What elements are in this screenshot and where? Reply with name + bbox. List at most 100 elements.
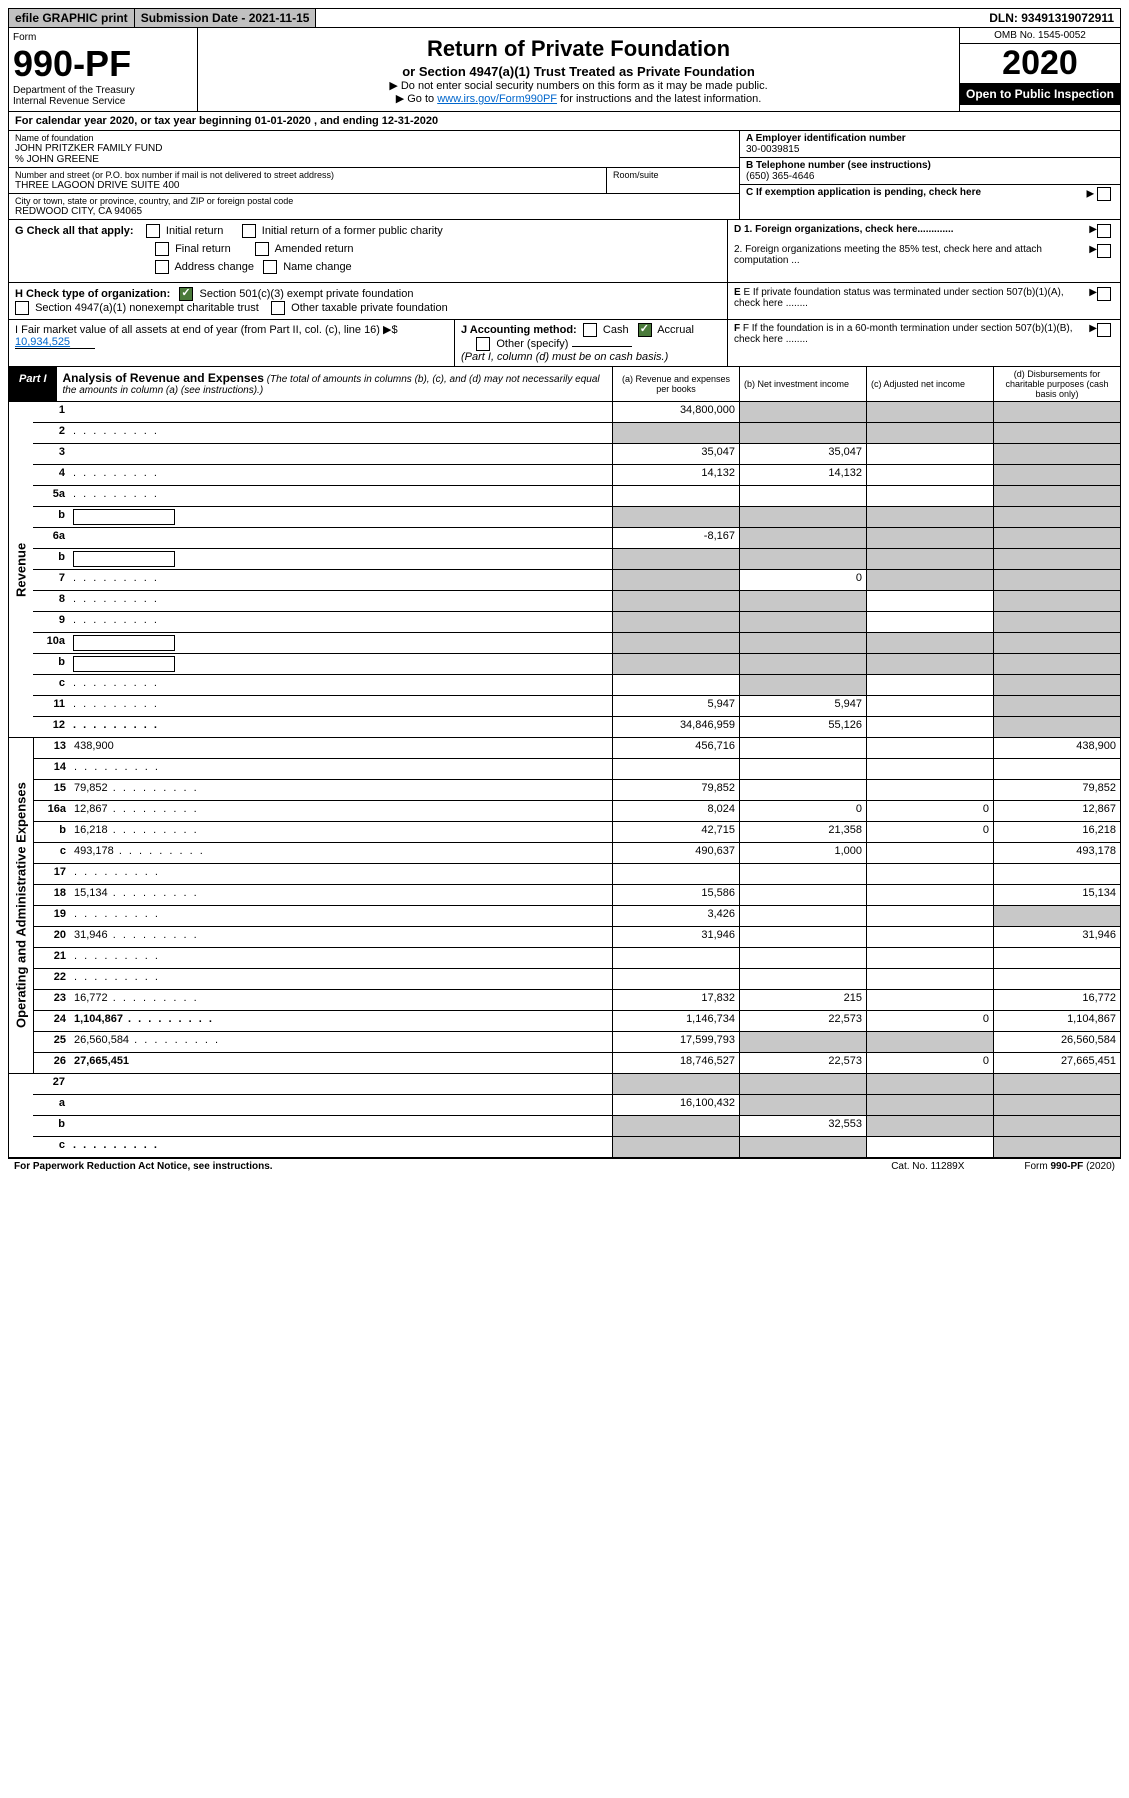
row-desc: 15,134: [70, 885, 612, 905]
row-desc: 16,218: [70, 822, 612, 842]
fmv-row: I Fair market value of all assets at end…: [8, 320, 1121, 367]
check-section-h: H Check type of organization: Section 50…: [8, 283, 1121, 320]
irs-link[interactable]: www.irs.gov/Form990PF: [437, 93, 557, 105]
instr-1: ▶ Do not enter social security numbers o…: [204, 79, 953, 92]
cell-b: 21,358: [739, 822, 866, 842]
row-number: 6a: [33, 528, 69, 548]
table-row: 6a-8,167: [33, 528, 1120, 549]
ein: 30-0039815: [746, 144, 1114, 155]
final-return-cb[interactable]: [155, 242, 169, 256]
cell-c: [866, 969, 993, 989]
cell-d: [993, 1074, 1120, 1094]
cell-c: [866, 990, 993, 1010]
table-row: 414,13214,132: [33, 465, 1120, 486]
cell-c: [866, 591, 993, 611]
d2-checkbox[interactable]: [1097, 244, 1111, 258]
other-method-checkbox[interactable]: [476, 337, 490, 351]
form-label: Form: [13, 32, 193, 43]
row-number: 23: [34, 990, 70, 1010]
row-desc: [69, 1116, 612, 1136]
fmv-value: 10,934,525: [15, 336, 95, 349]
cell-c: 0: [866, 801, 993, 821]
table-row: c: [33, 1137, 1120, 1157]
efile-print[interactable]: efile GRAPHIC print: [9, 9, 135, 27]
f-checkbox[interactable]: [1097, 323, 1111, 337]
row-number: 22: [34, 969, 70, 989]
submission-date: Submission Date - 2021-11-15: [135, 9, 317, 27]
row-number: 10a: [33, 633, 69, 653]
c-checkbox[interactable]: [1097, 187, 1111, 201]
e-checkbox[interactable]: [1097, 287, 1111, 301]
initial-return-cb[interactable]: [146, 224, 160, 238]
row-desc: [69, 612, 612, 632]
row-number: c: [33, 675, 69, 695]
cell-b: [739, 1137, 866, 1157]
d1-checkbox[interactable]: [1097, 224, 1111, 238]
d1-label: D 1. Foreign organizations, check here..…: [734, 224, 954, 235]
cell-a: 15,586: [612, 885, 739, 905]
other-taxable-checkbox[interactable]: [271, 301, 285, 315]
cell-b: [739, 654, 866, 674]
cell-a: [612, 570, 739, 590]
cell-b: 35,047: [739, 444, 866, 464]
cell-c: 0: [866, 1053, 993, 1073]
cell-d: [993, 612, 1120, 632]
cell-b: [739, 591, 866, 611]
address-change-cb[interactable]: [155, 260, 169, 274]
table-row: 13438,900456,716438,900: [34, 738, 1120, 759]
cell-b: [739, 948, 866, 968]
cell-a: 17,832: [612, 990, 739, 1010]
former-charity-cb[interactable]: [242, 224, 256, 238]
cell-d: [993, 423, 1120, 443]
cell-d: [993, 1137, 1120, 1157]
cell-a: [612, 948, 739, 968]
cell-c: 0: [866, 822, 993, 842]
row-desc: 16,772: [70, 990, 612, 1010]
row-desc: [70, 948, 612, 968]
cell-a: 34,800,000: [612, 402, 739, 422]
cell-a: [612, 612, 739, 632]
table-row: 2316,77217,83221516,772: [34, 990, 1120, 1011]
cell-d: [993, 759, 1120, 779]
cell-c: [866, 570, 993, 590]
cell-b: 215: [739, 990, 866, 1010]
name-change-cb[interactable]: [263, 260, 277, 274]
cell-a: [612, 507, 739, 527]
cell-b: [739, 675, 866, 695]
table-row: 1815,13415,58615,134: [34, 885, 1120, 906]
row-desc: 493,178: [70, 843, 612, 863]
cell-c: [866, 444, 993, 464]
row-desc: [69, 654, 612, 674]
part1-header: Part I Analysis of Revenue and Expenses …: [8, 367, 1121, 402]
table-row: 21: [34, 948, 1120, 969]
cell-a: [612, 1137, 739, 1157]
cell-d: 16,772: [993, 990, 1120, 1010]
cell-b: [739, 633, 866, 653]
row-number: c: [33, 1137, 69, 1157]
table-row: 134,800,000: [33, 402, 1120, 423]
col-b-head: (b) Net investment income: [739, 367, 866, 401]
col-d-head: (d) Disbursements for charitable purpose…: [993, 367, 1120, 401]
cash-checkbox[interactable]: [583, 323, 597, 337]
cell-d: [993, 507, 1120, 527]
cell-d: 26,560,584: [993, 1032, 1120, 1052]
4947-checkbox[interactable]: [15, 301, 29, 315]
cell-c: [866, 780, 993, 800]
cell-c: 0: [866, 1011, 993, 1031]
table-row: 1579,85279,85279,852: [34, 780, 1120, 801]
cell-d: 438,900: [993, 738, 1120, 758]
row-number: 12: [33, 717, 69, 737]
cell-c: [866, 654, 993, 674]
501c3-checkbox[interactable]: [179, 287, 193, 301]
info-grid: Name of foundation JOHN PRITZKER FAMILY …: [8, 131, 1121, 220]
table-row: 1234,846,95955,126: [33, 717, 1120, 737]
accrual-checkbox[interactable]: [638, 323, 652, 337]
g-label: G Check all that apply:: [15, 225, 134, 237]
tax-year: 2020: [960, 44, 1120, 83]
amended-return-cb[interactable]: [255, 242, 269, 256]
street-label: Number and street (or P.O. box number if…: [15, 170, 600, 180]
table-row: b: [33, 549, 1120, 570]
cell-b: [739, 864, 866, 884]
cell-d: [993, 675, 1120, 695]
cell-a: [612, 486, 739, 506]
